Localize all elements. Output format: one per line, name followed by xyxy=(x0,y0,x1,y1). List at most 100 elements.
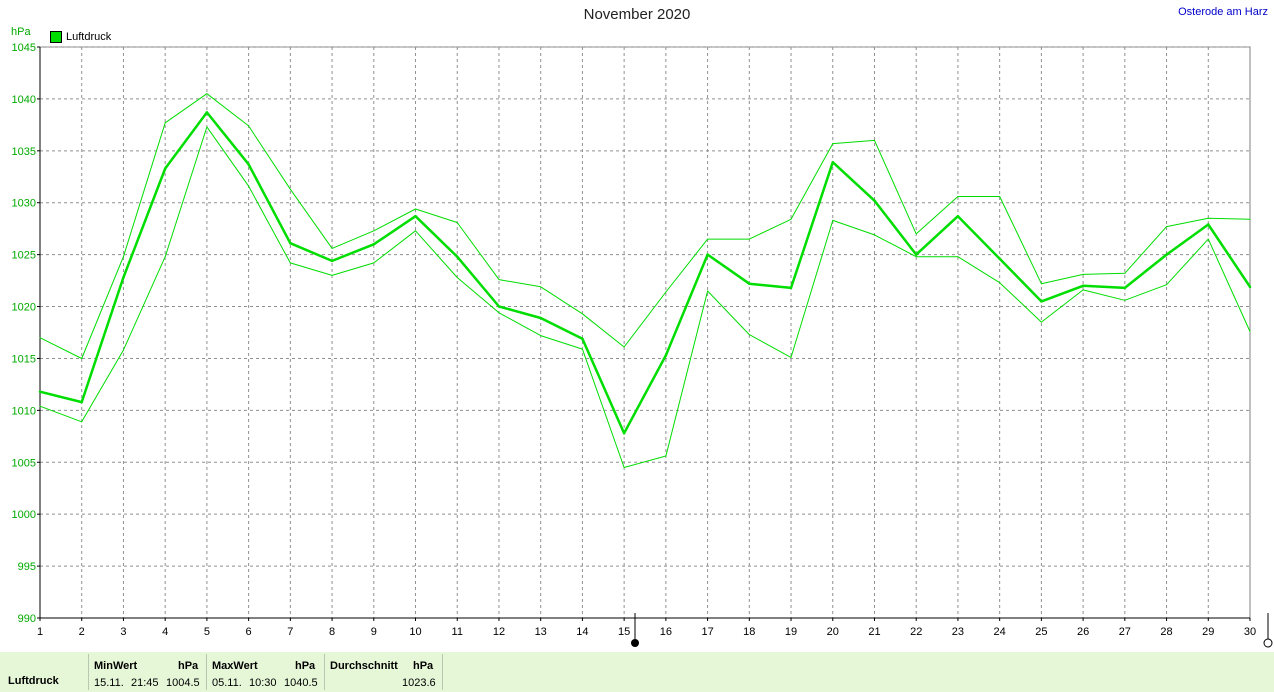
x-tick-label: 8 xyxy=(329,626,335,638)
max-stat: MaxWert hPa 05.11. 10:30 1040.5 xyxy=(206,654,324,690)
data-point-mean xyxy=(1165,253,1168,256)
data-point-min xyxy=(999,282,1001,284)
x-tick-label: 9 xyxy=(371,626,377,638)
x-tick-label: 18 xyxy=(743,626,755,638)
y-tick-label: 1040 xyxy=(12,94,36,106)
data-point-min xyxy=(790,356,792,358)
x-tick-label: 3 xyxy=(120,626,126,638)
legend-label: Luftdruck xyxy=(66,31,112,43)
x-tick-label: 5 xyxy=(204,626,210,638)
stats-footer: Luftdruck MinWert hPa 15.11. 21:45 1004.… xyxy=(0,652,1274,692)
data-point-max xyxy=(748,238,750,240)
data-point-mean xyxy=(80,400,83,404)
pressure-chart: 9909951000100510101015102010251030103510… xyxy=(12,42,1273,648)
data-point-min xyxy=(164,256,166,258)
data-point-max xyxy=(289,188,291,190)
x-tick-label: 10 xyxy=(409,626,421,638)
data-point-min xyxy=(1249,330,1251,332)
data-point-mean xyxy=(372,243,376,246)
series-line-mean xyxy=(39,111,1252,435)
data-point-mean xyxy=(539,316,542,320)
data-point-mean xyxy=(38,390,42,393)
data-point-min xyxy=(748,334,750,336)
data-point-min xyxy=(957,256,959,258)
y-tick-label: 1030 xyxy=(12,198,36,210)
data-point-max xyxy=(832,143,834,145)
data-point-min xyxy=(39,405,41,407)
max-value: 1040.5 xyxy=(284,677,318,689)
y-tick-label: 1045 xyxy=(12,42,36,54)
data-point-min xyxy=(415,230,417,232)
x-tick-label: 25 xyxy=(1035,626,1047,638)
data-point-min xyxy=(1040,321,1042,323)
y-tick-label: 1010 xyxy=(12,405,36,417)
data-point-max xyxy=(331,247,333,249)
data-point-mean xyxy=(330,259,334,263)
data-point-max xyxy=(999,195,1001,197)
x-tick-label: 7 xyxy=(287,626,293,638)
data-point-mean xyxy=(914,253,918,256)
series-line-min xyxy=(39,126,1251,468)
data-point-max xyxy=(415,208,417,210)
data-point-min xyxy=(623,466,625,468)
max-label: MaxWert xyxy=(212,660,258,672)
data-point-mean xyxy=(163,167,167,170)
data-point-mean xyxy=(789,286,793,290)
data-point-mean xyxy=(748,282,751,285)
x-tick-label: 16 xyxy=(660,626,672,638)
data-point-max xyxy=(248,125,250,127)
data-point-min xyxy=(707,290,709,292)
data-point-mean xyxy=(831,160,835,164)
y-tick-label: 1035 xyxy=(12,146,36,158)
min-date: 15.11. xyxy=(94,677,124,689)
data-point-mean xyxy=(1040,300,1043,303)
data-point-min xyxy=(456,276,458,278)
y-tick-label: 1020 xyxy=(12,302,36,314)
min-unit: hPa xyxy=(178,660,199,672)
data-point-max xyxy=(1082,273,1084,275)
location-link[interactable]: Osterode am Harz xyxy=(1178,6,1268,18)
data-point-mean xyxy=(706,253,709,256)
data-point-min xyxy=(331,274,333,276)
avg-unit: hPa xyxy=(413,660,434,672)
data-point-min xyxy=(289,262,291,264)
x-tick-label: 24 xyxy=(994,626,1006,638)
data-point-min xyxy=(498,312,500,314)
x-tick-label: 21 xyxy=(868,626,880,638)
data-point-min xyxy=(81,421,83,423)
data-point-mean xyxy=(622,431,626,435)
data-point-max xyxy=(1207,217,1209,219)
data-point-max xyxy=(1124,272,1126,274)
avg-value: 1023.6 xyxy=(402,677,436,689)
data-point-mean xyxy=(1123,286,1127,290)
x-scroll-handle-right xyxy=(1263,638,1273,648)
data-point-max xyxy=(623,346,625,348)
data-point-min xyxy=(873,234,875,236)
x-scroll-handle-left xyxy=(631,639,639,647)
data-point-min xyxy=(540,335,542,337)
data-point-max xyxy=(790,218,792,220)
data-point-max xyxy=(81,357,83,359)
data-point-min xyxy=(1166,284,1168,286)
data-point-mean xyxy=(414,214,417,218)
y-axis-unit: hPa xyxy=(11,26,31,38)
max-unit: hPa xyxy=(295,660,316,672)
data-point-max xyxy=(456,221,458,223)
data-point-max xyxy=(164,122,166,124)
data-point-min xyxy=(915,256,917,258)
x-tick-label: 1 xyxy=(37,626,43,638)
legend-swatch xyxy=(50,31,62,43)
data-point-max xyxy=(373,230,375,232)
max-date: 05.11. xyxy=(212,677,242,689)
x-tick-label: 22 xyxy=(910,626,922,638)
plot-area xyxy=(39,46,1251,619)
min-value: 1004.5 xyxy=(166,677,200,689)
stats-series-name: Luftdruck xyxy=(8,675,59,687)
y-tick-label: 1000 xyxy=(12,509,36,521)
x-tick-label: 20 xyxy=(827,626,839,638)
data-point-mean xyxy=(247,163,250,166)
data-point-max xyxy=(39,337,41,339)
x-tick-label: 6 xyxy=(246,626,252,638)
x-tick-label: 30 xyxy=(1244,626,1256,638)
data-point-max xyxy=(498,279,500,281)
